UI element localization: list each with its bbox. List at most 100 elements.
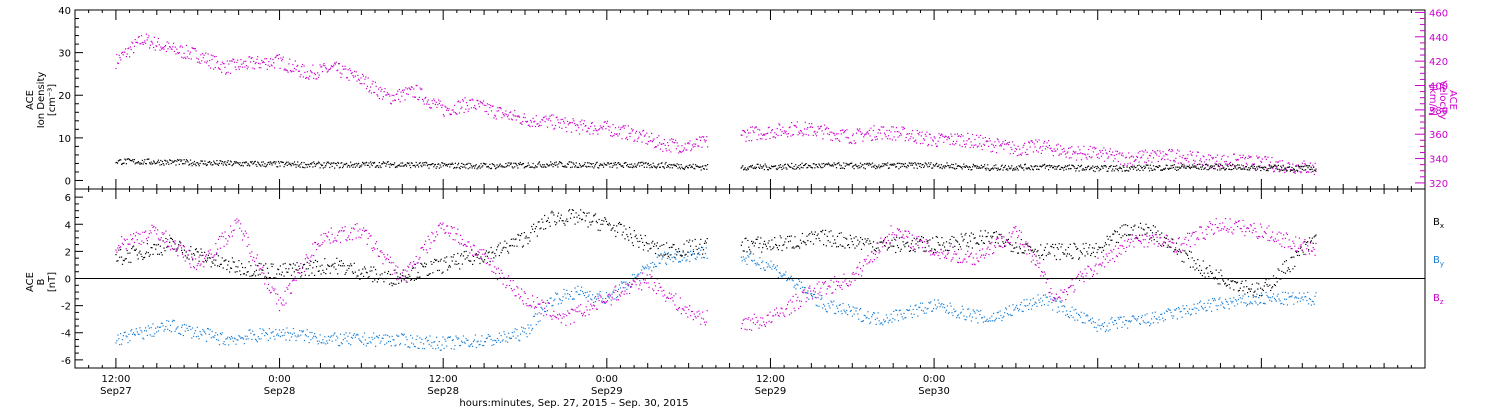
ion-density-point — [872, 165, 874, 167]
bx-point — [332, 263, 334, 265]
velocity-point — [336, 70, 338, 72]
bx-point — [765, 245, 767, 247]
ion-density-point — [149, 162, 151, 164]
velocity-point — [117, 62, 119, 65]
velocity-point — [502, 113, 505, 116]
velocity-point — [751, 126, 753, 128]
bx-point — [537, 221, 539, 223]
by-point — [393, 339, 395, 341]
ion-density-point — [594, 163, 597, 166]
velocity-point — [633, 140, 635, 142]
ion-density-point — [305, 163, 307, 166]
bx-point — [233, 261, 235, 263]
by-point — [285, 339, 287, 341]
velocity-point — [257, 56, 259, 58]
bx-point — [635, 234, 637, 236]
by-point — [449, 336, 451, 338]
bx-point — [577, 221, 579, 223]
velocity-point — [930, 137, 932, 139]
bx-point — [1053, 247, 1055, 249]
velocity-point — [566, 131, 568, 133]
ion-density-point — [1054, 168, 1056, 170]
ion-density-point — [1067, 165, 1069, 167]
ion-density-point — [889, 164, 891, 166]
velocity-point — [495, 118, 497, 120]
ion-density-point — [549, 164, 551, 166]
ion-density-point — [1168, 168, 1170, 170]
bx-point — [652, 240, 654, 242]
ion-density-point — [560, 162, 562, 164]
ion-density-point — [942, 166, 944, 168]
ion-density-point — [248, 164, 250, 166]
ion-density-point — [1229, 164, 1231, 166]
ion-density-point — [420, 164, 422, 166]
ion-density-point — [372, 162, 374, 164]
ion-density-point — [1260, 170, 1262, 172]
ion-density-point — [1001, 164, 1003, 166]
velocity-point — [1056, 148, 1058, 150]
velocity-point — [977, 145, 979, 147]
ion-density-point — [940, 166, 942, 168]
ion-density-point — [386, 161, 388, 163]
velocity-tick-label: 320 — [1429, 179, 1448, 190]
velocity-point — [1241, 156, 1243, 159]
ion-density-point — [668, 163, 670, 166]
ion-density-point — [1064, 165, 1066, 167]
ion-density-point — [898, 168, 900, 170]
ion-density-point — [963, 163, 965, 165]
velocity-point — [1118, 153, 1120, 155]
bx-point — [1146, 232, 1148, 234]
velocity-point — [883, 132, 886, 134]
by-point — [226, 338, 228, 340]
bx-point — [1054, 255, 1056, 257]
bx-point — [844, 247, 846, 249]
velocity-point — [131, 41, 133, 43]
velocity-point — [1033, 143, 1035, 145]
bx-point — [154, 244, 156, 246]
by-point — [496, 341, 498, 343]
by-point — [200, 333, 202, 335]
velocity-point — [1057, 143, 1059, 145]
velocity-point — [668, 149, 670, 151]
velocity-point — [1035, 139, 1037, 141]
bx-point — [963, 238, 965, 240]
bx-point — [913, 237, 915, 239]
ion-density-point — [1178, 166, 1180, 168]
velocity-point — [273, 62, 275, 64]
velocity-point — [1164, 153, 1167, 155]
ion-density-point — [375, 166, 377, 168]
ion-density-point — [1150, 167, 1152, 169]
bx-point — [186, 256, 188, 258]
bx-point — [1140, 227, 1142, 229]
by-point — [125, 335, 127, 337]
velocity-point — [774, 132, 776, 134]
velocity-point — [1096, 154, 1098, 156]
velocity-point — [315, 78, 317, 80]
velocity-point — [1082, 153, 1084, 155]
ion-density-point — [1181, 164, 1183, 166]
bx-point — [542, 221, 544, 223]
velocity-point — [682, 150, 684, 153]
bx-point — [127, 252, 129, 254]
bx-point — [899, 250, 901, 252]
ion-density-point — [616, 167, 618, 169]
bx-point — [1202, 260, 1204, 262]
bx-point — [590, 224, 592, 226]
bx-point — [1134, 224, 1136, 226]
ion-density-point — [775, 168, 777, 170]
by-point — [325, 343, 327, 345]
bx-point — [1192, 266, 1194, 268]
velocity-point — [1093, 146, 1095, 148]
ion-density-point — [670, 164, 672, 166]
bx-point — [402, 269, 404, 271]
velocity-point — [298, 70, 300, 72]
ion-density-point — [858, 165, 860, 167]
bx-point — [1312, 242, 1314, 244]
ion-density-point — [1047, 165, 1049, 167]
bx-point — [183, 249, 185, 251]
bx-point — [1061, 243, 1063, 245]
ion-density-point — [1020, 166, 1022, 168]
bx-point — [692, 250, 694, 253]
bx-point — [348, 267, 350, 269]
by-point — [286, 327, 288, 329]
